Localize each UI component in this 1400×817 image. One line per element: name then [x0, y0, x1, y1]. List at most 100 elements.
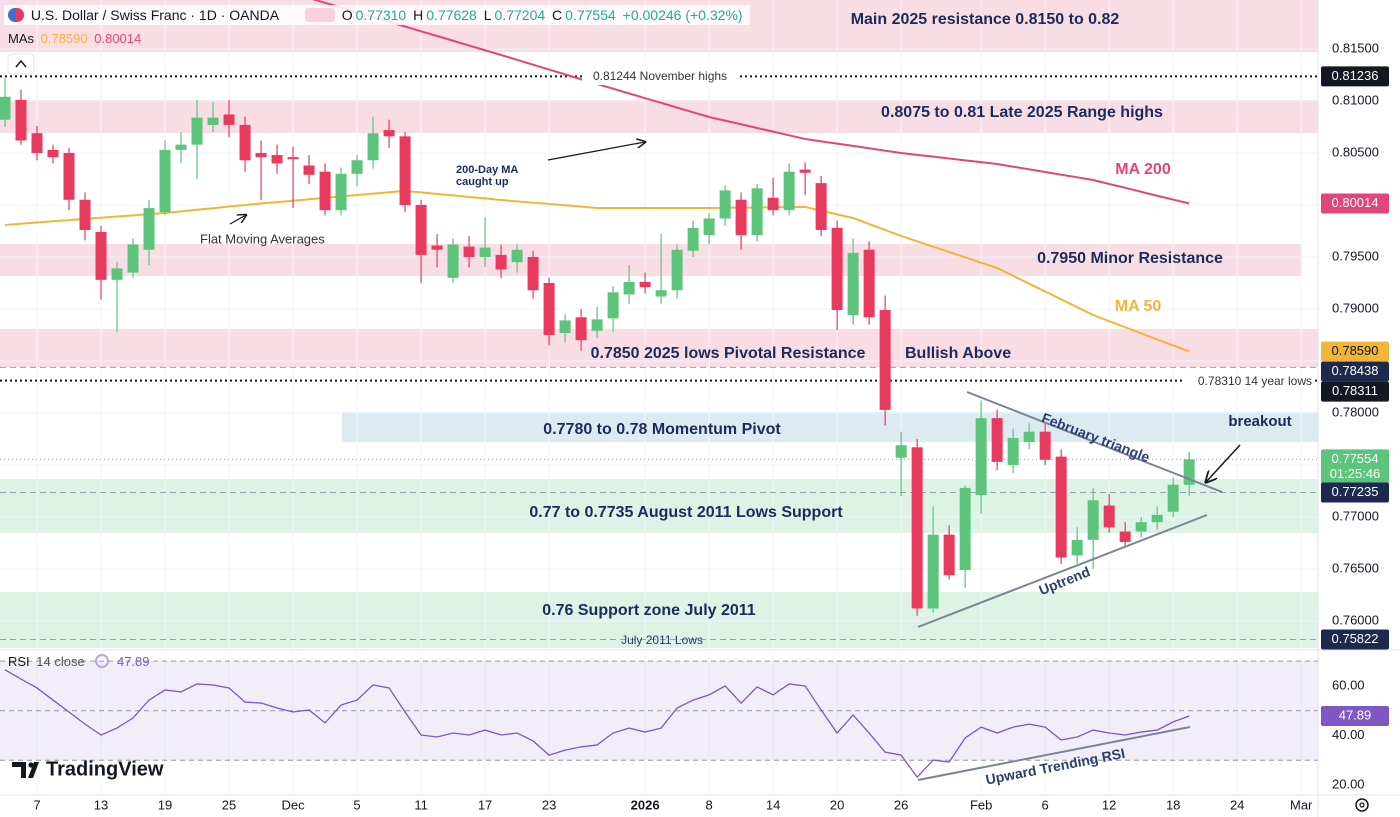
candle-body [0, 96, 11, 120]
x-tick-label: 6 [1042, 797, 1049, 812]
price-marker-label: 0.78590 [1332, 343, 1379, 358]
level-note: 0.81244 November highs [593, 69, 727, 83]
candle-body [1167, 484, 1179, 512]
candle-body [191, 117, 203, 145]
candle-body [383, 130, 395, 137]
x-tick-label: Mar [1290, 797, 1313, 812]
rsi-value: 47.89 [116, 654, 150, 669]
countdown: 01:25:46 [1330, 466, 1381, 481]
price-marker [1321, 341, 1389, 362]
grid [0, 0, 1318, 795]
price-marker [1321, 449, 1389, 484]
x-tick-label: 26 [894, 797, 908, 812]
symbol[interactable]: U.S. Dollar / Swiss Franc · 1D · OANDA [30, 7, 280, 23]
candle-body [303, 165, 315, 175]
rsi-trendline [917, 726, 1191, 781]
candle-body [239, 124, 251, 161]
triangle-upper [966, 391, 1223, 493]
price-marker-label: 0.75822 [1332, 631, 1379, 646]
candle-body [463, 246, 475, 257]
zone-label: 0.8075 to 0.81 Late 2025 Range highs [881, 104, 1163, 121]
zone-label: 0.7950 Minor Resistance [1037, 250, 1223, 267]
rsi-icon [95, 654, 110, 668]
y-tick-label: 0.77000 [1332, 508, 1379, 523]
ohlc-value: 0.77204 [494, 7, 546, 23]
price-marker-label: 0.78311 [1332, 383, 1378, 398]
candle-body [415, 204, 427, 255]
candle-body [1119, 531, 1131, 542]
ohlc-value: 0.77554 [565, 7, 616, 23]
candle-body [111, 268, 123, 280]
settings-icon[interactable] [1355, 798, 1369, 812]
candle-body [575, 317, 587, 341]
candle-body [1071, 539, 1083, 556]
x-tick-label: 17 [478, 797, 492, 812]
candle-body [543, 282, 555, 335]
candle-body [447, 244, 459, 278]
x-tick-label: 20 [830, 797, 844, 812]
x-tick-label: Dec [281, 797, 305, 812]
candle-body [367, 133, 379, 161]
candle-body [431, 245, 443, 250]
note-bg [582, 69, 738, 85]
rsi-marker-label: 47.89 [1339, 707, 1372, 722]
candle-body [399, 136, 411, 205]
x-tick-label: 12 [1102, 797, 1116, 812]
candle-body [95, 232, 107, 280]
y-tick-label: 0.79000 [1332, 300, 1379, 315]
x-tick-label: 25 [222, 797, 236, 812]
y-tick-label: 0.79500 [1332, 248, 1379, 263]
rsi-title[interactable]: RSI [8, 654, 30, 669]
candle-body [767, 197, 779, 211]
ohlc-key: H [413, 7, 424, 23]
x-tick-label: 7 [33, 797, 40, 812]
candle-body [911, 447, 923, 609]
x-tick-label: 13 [94, 797, 108, 812]
flag-icon [8, 8, 24, 22]
ma-value: 0.80014 [94, 31, 142, 46]
rsi-legend: RSI 14 close 47.89 [8, 654, 153, 669]
x-tick-label: 19 [158, 797, 172, 812]
candle-body [799, 169, 811, 173]
ohlc-key: O [341, 7, 353, 23]
settings-icon [1359, 802, 1365, 808]
candle-body [639, 281, 651, 288]
zone [0, 99, 1318, 134]
candle-body [31, 133, 43, 153]
candle-body [687, 227, 699, 251]
x-tick-label: 24 [1230, 797, 1244, 812]
rsi-tick-label: 40.00 [1332, 727, 1365, 742]
candle-body [143, 208, 155, 250]
candle-body [783, 171, 795, 211]
candle-body [703, 218, 715, 236]
candle-body [319, 171, 331, 211]
ma-label: MA 50 [1115, 298, 1162, 315]
zone-label: 0.76 Support zone July 2011 [542, 602, 756, 619]
zone-label: 0.7850 2025 lows Pivotal Resistance [591, 345, 866, 362]
rsi-marker [1321, 705, 1389, 726]
candle-body [751, 188, 763, 236]
price-marker-label: 0.78438 [1332, 363, 1379, 378]
y-tick-label: 0.81500 [1332, 40, 1379, 55]
candles [0, 78, 1195, 616]
price-marker [1321, 361, 1389, 382]
y-tick-label: 0.80500 [1332, 144, 1379, 159]
ma-value: 0.78590 [40, 31, 88, 46]
price-marker [1321, 381, 1389, 402]
candle-body [511, 249, 523, 263]
candle-body [127, 244, 139, 273]
symbol-header: U.S. Dollar / Swiss Franc · 1D · OANDA O… [4, 5, 750, 25]
collapse-button[interactable] [7, 53, 35, 75]
candle-body [287, 157, 299, 160]
triangle-lower [917, 514, 1208, 628]
candle-body [351, 160, 363, 174]
candle-body [895, 445, 907, 458]
candle-body [591, 319, 603, 331]
ma-label[interactable]: MAs [8, 31, 34, 46]
price-marker [1321, 482, 1389, 503]
candle-body [223, 114, 235, 125]
candle-body [1007, 437, 1019, 465]
ohlc-value: 0.77628 [426, 7, 477, 23]
candle-body [991, 418, 1003, 462]
